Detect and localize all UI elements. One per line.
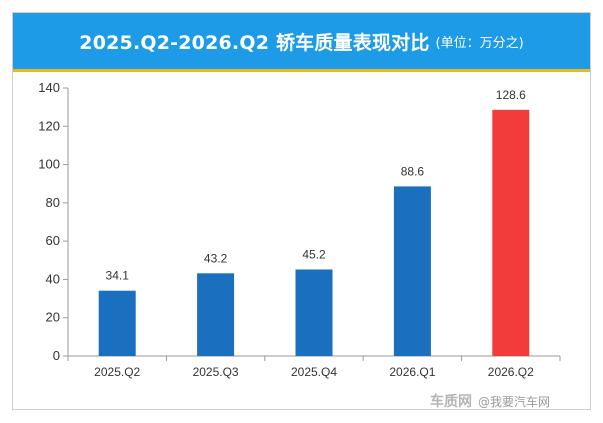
bar-2026.Q1 <box>393 186 431 356</box>
data-label-2025.Q2: 34.1 <box>106 269 130 283</box>
watermark: 车质网 @我要汽车网 <box>430 393 550 410</box>
x-tick-label-2025.Q3: 2025.Q3 <box>193 365 239 379</box>
chart-bars <box>98 109 530 356</box>
bar-2025.Q4 <box>295 269 333 356</box>
chart-header: 2025.Q2-2026.Q2 轿车质量表现对比 (单位：万分之) <box>13 13 590 72</box>
x-tick-label-2025.Q4: 2025.Q4 <box>291 365 337 379</box>
y-tick-label: 140 <box>38 80 60 95</box>
data-label-2025.Q4: 45.2 <box>302 247 326 261</box>
chart-title: 2025.Q2-2026.Q2 轿车质量表现对比 <box>79 31 430 54</box>
y-tick-label: 100 <box>38 157 60 172</box>
x-tick-label-2025.Q2: 2025.Q2 <box>94 365 140 379</box>
data-label-2026.Q2: 128.6 <box>496 88 526 102</box>
watermark-logo: 车质网 <box>430 393 472 410</box>
bar-2025.Q2 <box>98 290 136 356</box>
x-tick-label-2026.Q2: 2026.Q2 <box>488 365 534 379</box>
data-label-2026.Q1: 88.6 <box>401 164 425 178</box>
x-tick-label-2026.Q1: 2026.Q1 <box>389 365 435 379</box>
y-tick-label: 20 <box>46 310 60 325</box>
y-tick-label: 0 <box>53 348 60 363</box>
y-tick-label: 40 <box>46 271 60 286</box>
y-tick-label: 60 <box>46 233 60 248</box>
bar-2025.Q3 <box>197 273 235 356</box>
y-tick-label: 120 <box>38 118 60 133</box>
y-tick-label: 80 <box>46 195 60 210</box>
data-label-2025.Q3: 43.2 <box>204 251 228 265</box>
chart-labels: 34.1 2025.Q2 43.2 2025.Q3 45.2 2025.Q4 88.6 202… <box>94 88 534 379</box>
watermark-text: @我要汽车网 <box>478 394 550 409</box>
bar-2026.Q2 <box>492 109 530 356</box>
chart-unit-subtitle: (单位：万分之) <box>435 35 524 51</box>
